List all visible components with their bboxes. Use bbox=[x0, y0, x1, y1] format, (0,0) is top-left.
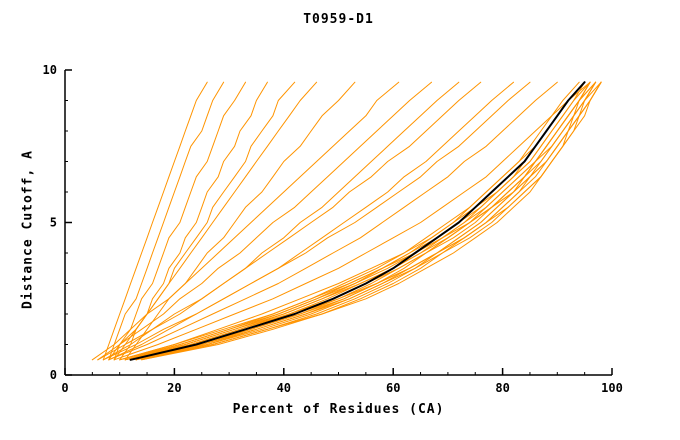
x-tick-label: 40 bbox=[277, 381, 291, 395]
x-axis-label: Percent of Residues (CA) bbox=[232, 402, 445, 417]
chart-title: T0959-D1 bbox=[303, 12, 374, 27]
model-curve-model-25 bbox=[97, 81, 432, 361]
y-axis-label: Distance Cutoff, A bbox=[20, 150, 36, 309]
y-tick-label: 5 bbox=[50, 216, 57, 230]
model-curve-model-20 bbox=[108, 81, 558, 361]
x-tick-label: 0 bbox=[61, 381, 68, 395]
y-tick-label: 0 bbox=[50, 368, 57, 382]
model-curve-model-22 bbox=[108, 81, 514, 361]
model-curve-model-04 bbox=[119, 81, 591, 361]
model-curve-model-15 bbox=[119, 81, 591, 361]
model-curve-model-01 bbox=[135, 81, 597, 361]
model-curve-model-16 bbox=[135, 81, 602, 361]
model-curve-model-32 bbox=[108, 81, 225, 361]
model-curve-model-13 bbox=[135, 81, 597, 361]
model-curve-model-19 bbox=[113, 81, 586, 361]
model-curve-model-05 bbox=[130, 81, 591, 361]
model-curve-model-02 bbox=[124, 81, 580, 361]
model-curve-model-33 bbox=[102, 81, 208, 361]
x-tick-label: 80 bbox=[495, 381, 509, 395]
y-tick-label: 10 bbox=[43, 63, 57, 77]
model-curve-model-27 bbox=[124, 81, 356, 361]
model-curve-model-10 bbox=[141, 81, 591, 361]
model-curve-model-08 bbox=[130, 81, 597, 361]
model-curve-model-30 bbox=[119, 81, 268, 361]
model-curve-model-23 bbox=[97, 81, 482, 361]
model-curve-model-18 bbox=[130, 81, 602, 361]
model-curve-model-24 bbox=[102, 81, 460, 361]
x-tick-label: 20 bbox=[167, 381, 181, 395]
x-tick-label: 100 bbox=[601, 381, 623, 395]
model-curve-model-11 bbox=[130, 81, 602, 361]
model-curve-model-03 bbox=[141, 81, 602, 361]
model-curve-model-07 bbox=[124, 81, 597, 361]
model-curve-model-14 bbox=[130, 81, 591, 361]
x-tick-label: 60 bbox=[386, 381, 400, 395]
consensus-curve bbox=[129, 81, 586, 361]
model-curve-model-31 bbox=[113, 81, 246, 361]
model-curve-model-12 bbox=[124, 81, 597, 361]
